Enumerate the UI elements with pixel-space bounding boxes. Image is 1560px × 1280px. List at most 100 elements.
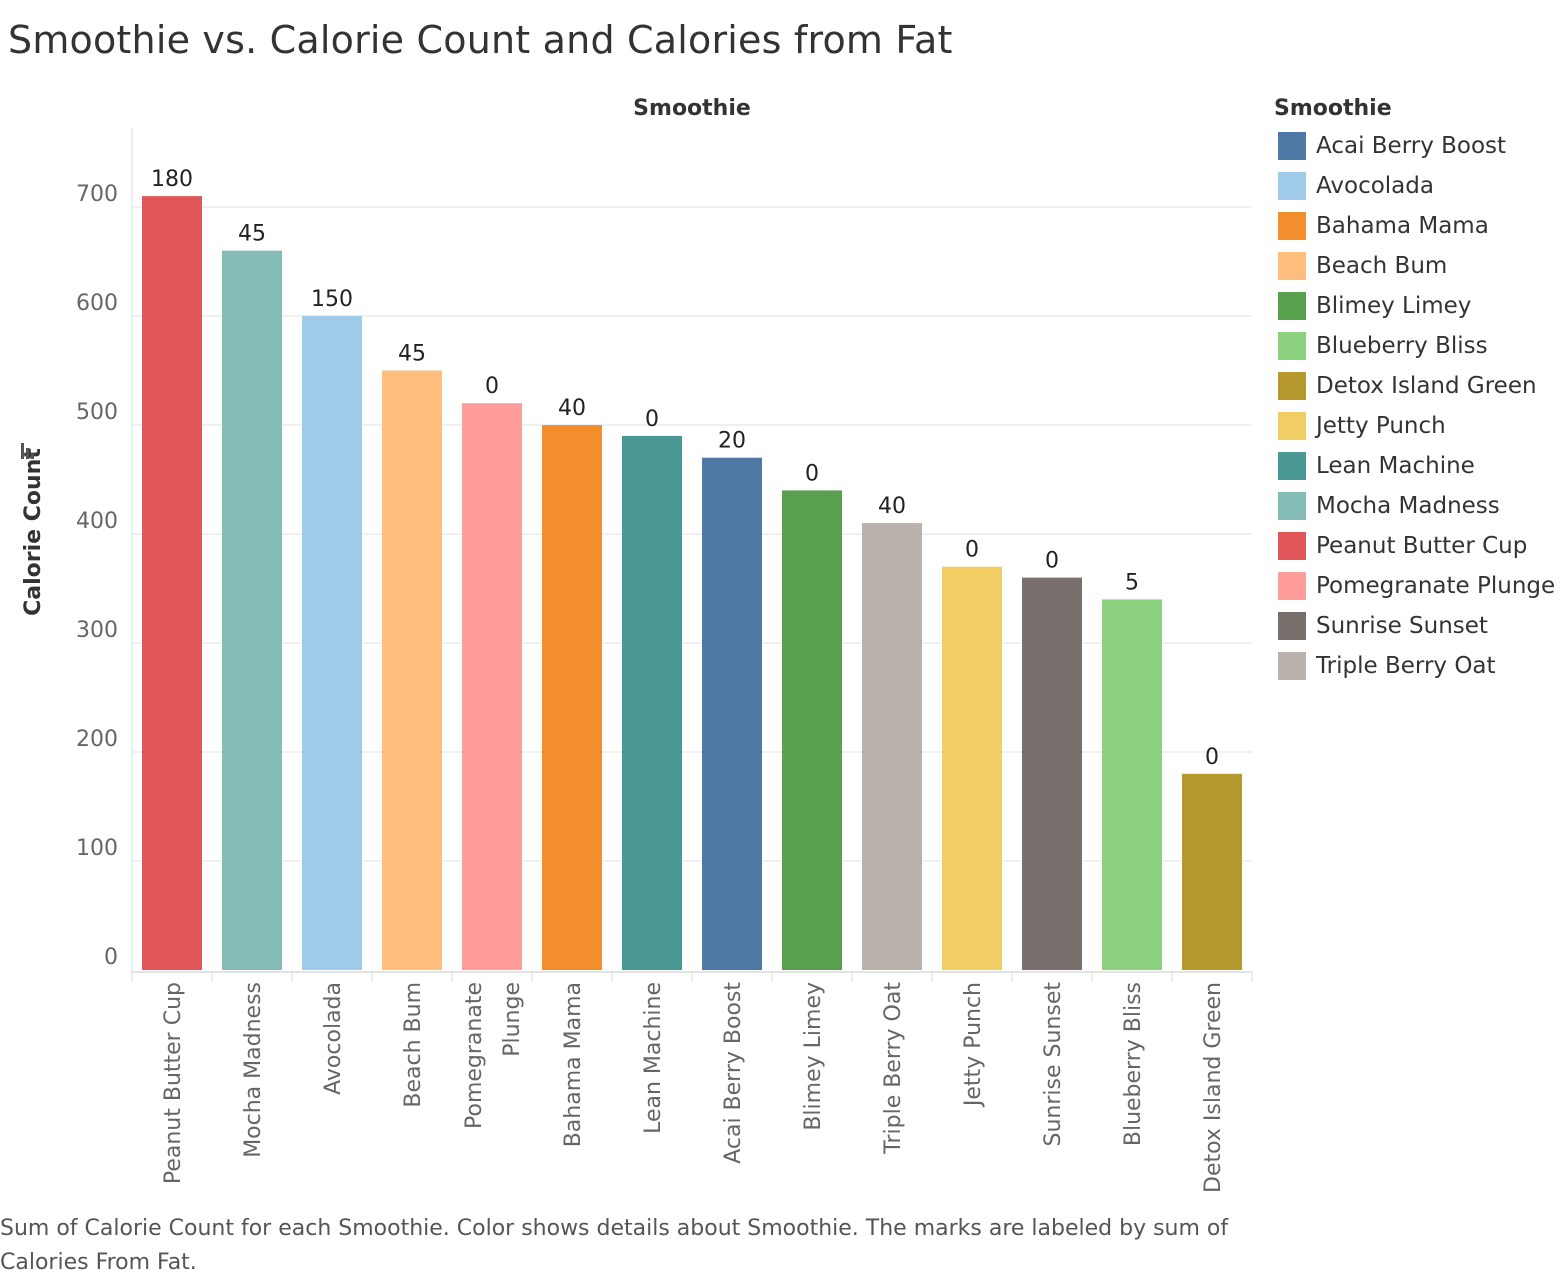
legend-swatch <box>1278 212 1306 240</box>
x-tick-label: Blimey Limey <box>801 982 826 1131</box>
bar-value-label: 0 <box>805 461 819 486</box>
bar[interactable] <box>1182 773 1242 970</box>
bar-value-label: 150 <box>311 287 353 312</box>
y-tick-label: 300 <box>76 618 118 643</box>
y-tick-label: 600 <box>76 291 118 316</box>
legend-label: Blueberry Bliss <box>1316 333 1488 359</box>
bar[interactable] <box>462 403 522 970</box>
legend-swatch <box>1278 132 1306 160</box>
bar[interactable] <box>302 316 362 970</box>
legend-swatch <box>1278 332 1306 360</box>
legend-item[interactable]: Acai Berry Boost <box>1274 126 1560 166</box>
legend-item[interactable]: Triple Berry Oat <box>1274 646 1560 686</box>
legend-item[interactable]: Blimey Limey <box>1274 286 1560 326</box>
legend-label: Detox Island Green <box>1316 373 1537 399</box>
x-tick-label: Beach Bum <box>401 982 426 1108</box>
bar[interactable] <box>1102 599 1162 970</box>
bar[interactable] <box>862 523 922 970</box>
bar[interactable] <box>622 435 682 970</box>
legend-swatch <box>1278 412 1306 440</box>
legend-item[interactable]: Pomegranate Plunge <box>1274 566 1560 606</box>
legend-label: Avocolada <box>1316 173 1434 199</box>
bar[interactable] <box>702 457 762 970</box>
x-tick-label-line: Pomegranate <box>462 982 487 1129</box>
x-tick-label-line: Detox Island Green <box>1201 982 1226 1193</box>
x-tick-label: Peanut Butter Cup <box>161 982 186 1184</box>
x-tick-label-line: Sunrise Sunset <box>1041 982 1066 1147</box>
bar-value-label: 0 <box>1205 745 1219 770</box>
legend-item[interactable]: Beach Bum <box>1274 246 1560 286</box>
legend-item[interactable]: Bahama Mama <box>1274 206 1560 246</box>
grid-lines <box>131 128 1252 973</box>
column-header: Smoothie <box>633 96 751 121</box>
legend-item[interactable]: Lean Machine <box>1274 446 1560 486</box>
legend-item[interactable]: Detox Island Green <box>1274 366 1560 406</box>
bar[interactable] <box>382 370 442 971</box>
legend-item[interactable]: Mocha Madness <box>1274 486 1560 526</box>
y-tick-label: 400 <box>76 509 118 534</box>
bar[interactable] <box>222 250 282 971</box>
x-tick-label: Detox Island Green <box>1201 982 1226 1193</box>
x-tick-label-line: Peanut Butter Cup <box>161 982 186 1184</box>
x-tick-label: Mocha Madness <box>241 982 266 1158</box>
legend-swatch <box>1278 252 1306 280</box>
legend-label: Triple Berry Oat <box>1316 653 1496 679</box>
chart-title: Smoothie vs. Calorie Count and Calories … <box>8 18 953 62</box>
legend-label: Sunrise Sunset <box>1316 613 1488 639</box>
bar[interactable] <box>782 490 842 970</box>
x-tick-label-line: Lean Machine <box>641 982 666 1134</box>
bar-value-label: 0 <box>1045 549 1059 574</box>
bar-value-label: 0 <box>645 407 659 432</box>
sort-icon[interactable] <box>21 443 34 459</box>
y-tick-label: 500 <box>76 400 118 425</box>
x-tick-label: Jetty Punch <box>961 982 986 1108</box>
y-axis-label[interactable]: Calorie Count <box>21 448 46 616</box>
legend-swatch <box>1278 652 1306 680</box>
x-tick-label-line: Triple Berry Oat <box>881 982 906 1155</box>
x-tick-label: Acai Berry Boost <box>721 982 746 1164</box>
bar-value-label: 180 <box>151 167 193 192</box>
bar-value-label: 45 <box>238 222 266 247</box>
x-tick-label-line: Jetty Punch <box>961 982 986 1108</box>
legend-label: Blimey Limey <box>1316 293 1472 319</box>
x-tick-label: Blueberry Bliss <box>1121 982 1146 1146</box>
legend-item[interactable]: Peanut Butter Cup <box>1274 526 1560 566</box>
x-axis: Peanut Butter Cup Mocha Madness Avocolada B… <box>131 972 1253 1193</box>
legend-item[interactable]: Sunrise Sunset <box>1274 606 1560 646</box>
legend-item[interactable]: Jetty Punch <box>1274 406 1560 446</box>
bar-value-label: 0 <box>485 374 499 399</box>
legend-swatch <box>1278 532 1306 560</box>
x-tick-label-line: Avocolada <box>321 982 346 1095</box>
legend-label: Mocha Madness <box>1316 493 1500 519</box>
bar[interactable] <box>1022 577 1082 970</box>
y-axis: 0 100 200 300 400 500 600 700 <box>76 182 118 970</box>
bar[interactable] <box>942 566 1002 970</box>
y-tick-label: 200 <box>76 727 118 752</box>
legend-swatch <box>1278 292 1306 320</box>
legend-swatch <box>1278 372 1306 400</box>
x-tick-label-line: Acai Berry Boost <box>721 982 746 1164</box>
bar[interactable] <box>142 196 202 971</box>
legend-item[interactable]: Blueberry Bliss <box>1274 326 1560 366</box>
x-tick-label-line: Plunge <box>500 982 525 1057</box>
legend-swatch <box>1278 612 1306 640</box>
legend-label: Lean Machine <box>1316 453 1475 479</box>
x-tick-label: Sunrise Sunset <box>1041 982 1066 1147</box>
legend-swatch <box>1278 172 1306 200</box>
bar[interactable] <box>542 425 602 970</box>
legend-label: Peanut Butter Cup <box>1316 533 1528 559</box>
legend-title: Smoothie <box>1274 96 1392 121</box>
x-tick-label-line: Blueberry Bliss <box>1121 982 1146 1146</box>
legend-item[interactable]: Avocolada <box>1274 166 1560 206</box>
legend-swatch <box>1278 572 1306 600</box>
bar-value-label: 45 <box>398 342 426 367</box>
legend-label: Beach Bum <box>1316 253 1448 279</box>
legend: Smoothie Acai Berry Boost Avocolada Bahama… <box>1274 92 1560 686</box>
legend-label: Acai Berry Boost <box>1316 133 1507 159</box>
x-tick-label-line: Bahama Mama <box>561 982 586 1147</box>
legend-swatch <box>1278 492 1306 520</box>
bar-value-label: 5 <box>1125 570 1139 595</box>
y-tick-label: 700 <box>76 182 118 207</box>
y-tick-label: 0 <box>104 945 118 970</box>
